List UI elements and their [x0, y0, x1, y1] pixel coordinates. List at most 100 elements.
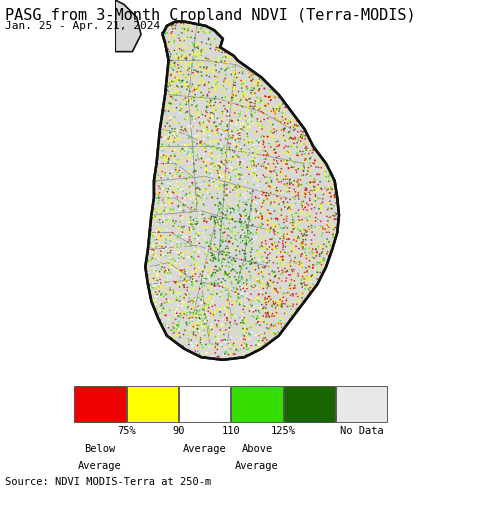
Point: [165, 135, 172, 143]
Point: [253, 207, 261, 215]
Point: [204, 307, 212, 315]
Point: [306, 274, 314, 282]
Point: [201, 324, 208, 332]
Point: [162, 92, 169, 100]
Point: [171, 59, 179, 67]
Point: [163, 276, 171, 284]
Point: [215, 116, 223, 124]
Point: [218, 117, 226, 125]
Point: [182, 277, 190, 285]
Point: [236, 127, 243, 135]
Point: [280, 114, 288, 122]
Text: Average: Average: [235, 461, 279, 471]
Point: [173, 68, 181, 76]
Point: [287, 155, 294, 163]
Point: [260, 171, 267, 179]
Point: [197, 161, 205, 169]
Point: [243, 163, 251, 171]
Point: [326, 189, 334, 197]
Point: [238, 283, 246, 291]
Point: [214, 194, 221, 203]
Point: [270, 312, 278, 320]
Point: [328, 194, 336, 202]
Point: [307, 186, 314, 194]
Point: [223, 164, 231, 172]
Point: [266, 296, 274, 304]
Point: [290, 142, 298, 150]
Point: [179, 144, 186, 153]
Point: [162, 267, 169, 275]
Point: [190, 85, 198, 93]
Point: [250, 240, 258, 248]
Point: [183, 307, 191, 315]
Point: [166, 94, 173, 103]
Point: [330, 237, 338, 245]
Point: [223, 315, 231, 323]
Point: [214, 216, 222, 224]
Point: [161, 126, 169, 134]
Point: [255, 138, 263, 146]
Point: [269, 121, 276, 129]
Point: [210, 84, 218, 92]
Point: [240, 119, 247, 127]
Point: [240, 321, 248, 329]
Point: [200, 71, 208, 79]
Point: [267, 92, 275, 100]
Point: [181, 59, 189, 67]
Point: [259, 268, 267, 276]
Point: [320, 255, 328, 263]
Point: [221, 191, 229, 199]
Point: [218, 233, 226, 241]
Point: [223, 242, 231, 250]
Point: [209, 79, 216, 87]
Point: [197, 217, 204, 225]
Point: [186, 122, 194, 130]
Point: [165, 78, 173, 86]
Point: [270, 87, 277, 95]
Point: [213, 332, 221, 340]
Point: [232, 152, 240, 160]
Point: [330, 191, 338, 199]
Point: [162, 153, 170, 161]
Point: [256, 124, 264, 132]
Point: [255, 103, 263, 111]
Point: [267, 127, 275, 135]
Point: [164, 225, 171, 233]
Point: [294, 182, 302, 190]
Point: [287, 283, 294, 291]
Point: [159, 161, 167, 169]
Point: [272, 163, 279, 171]
Point: [198, 337, 206, 345]
Point: [237, 135, 244, 143]
Point: [260, 342, 267, 350]
Point: [204, 189, 212, 197]
Point: [318, 185, 325, 193]
Point: [180, 310, 188, 318]
Point: [307, 146, 314, 155]
Point: [326, 197, 334, 206]
Point: [234, 242, 241, 250]
Point: [260, 189, 268, 197]
Point: [213, 84, 220, 92]
Point: [260, 151, 267, 159]
Point: [248, 244, 255, 252]
Point: [156, 268, 164, 276]
Point: [324, 217, 332, 225]
Point: [256, 79, 264, 87]
Point: [163, 43, 171, 52]
Point: [218, 184, 226, 192]
Point: [154, 165, 162, 173]
Point: [260, 104, 267, 112]
Point: [221, 268, 229, 276]
Point: [196, 278, 204, 286]
Point: [217, 283, 225, 291]
Point: [219, 214, 227, 222]
Point: [234, 285, 241, 293]
Point: [233, 236, 241, 244]
Point: [156, 316, 164, 324]
Point: [226, 132, 234, 140]
Point: [287, 291, 294, 299]
Point: [177, 20, 185, 28]
Point: [211, 266, 218, 274]
Point: [221, 176, 228, 184]
